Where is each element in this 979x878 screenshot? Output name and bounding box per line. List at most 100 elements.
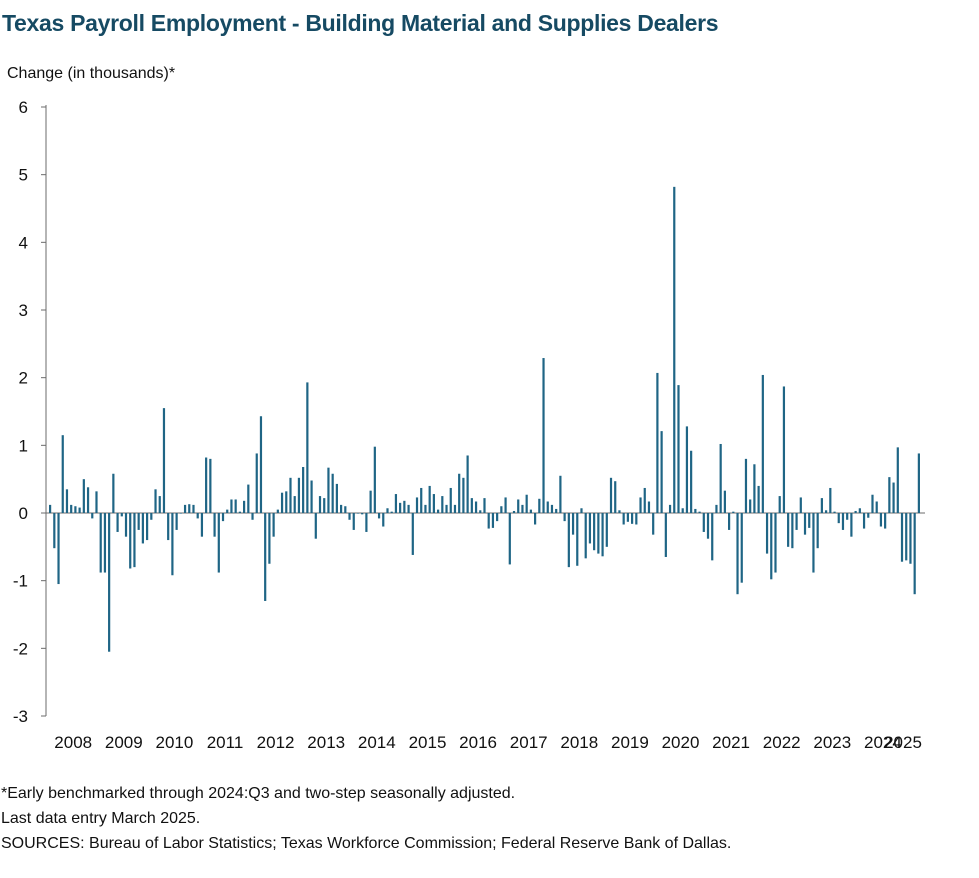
bar (529, 509, 532, 513)
x-tick-label: 2018 (560, 733, 598, 752)
bar (761, 374, 764, 513)
x-tick-label: 2009 (105, 733, 143, 752)
bar (765, 513, 769, 554)
bar (238, 511, 241, 513)
bar (884, 513, 887, 529)
bar (685, 426, 689, 513)
bar (723, 490, 726, 513)
bar (740, 513, 743, 583)
bar (183, 504, 187, 513)
bar (732, 511, 735, 513)
x-tick-label: 2021 (712, 733, 750, 752)
bar (103, 513, 107, 573)
bar (660, 431, 663, 513)
bar (698, 511, 701, 513)
bar (344, 506, 347, 513)
bar (373, 446, 376, 513)
bar (61, 435, 64, 513)
bar (310, 480, 313, 513)
bar (82, 479, 85, 513)
bar (331, 473, 334, 513)
x-tick-label: 2014 (358, 733, 396, 752)
bar (728, 513, 731, 530)
bar (888, 477, 891, 513)
bar (458, 473, 461, 513)
bar (116, 513, 119, 532)
bar (588, 513, 592, 544)
bar (850, 513, 853, 537)
bar (205, 457, 208, 513)
bar (791, 513, 794, 549)
bar (538, 498, 541, 513)
bar (829, 487, 832, 513)
bar (854, 510, 857, 513)
bar (643, 487, 646, 513)
bar (196, 513, 199, 519)
bar (656, 372, 659, 513)
bar (407, 504, 410, 513)
y-tick-label: 0 (19, 504, 28, 523)
y-tick-label: 4 (19, 233, 28, 252)
bar (559, 475, 562, 513)
bar (390, 511, 393, 513)
bar (230, 499, 233, 513)
bar (711, 513, 714, 561)
bar (715, 504, 718, 513)
bar (466, 455, 469, 513)
bar (778, 496, 781, 513)
bar (365, 513, 368, 532)
bar (605, 513, 608, 547)
bar (500, 506, 503, 513)
y-tick-label: 2 (19, 369, 28, 388)
bar (521, 504, 524, 513)
bar (209, 458, 212, 513)
bar (133, 513, 136, 568)
bar (753, 464, 756, 513)
bar (905, 513, 908, 561)
bar (259, 416, 263, 513)
bar (112, 473, 115, 513)
bar (833, 511, 836, 513)
bar (221, 513, 225, 522)
bar (504, 497, 507, 513)
bar (622, 513, 625, 525)
bar (702, 513, 705, 532)
bar (327, 467, 330, 513)
y-axis-label: Change (in thousands)* (7, 65, 176, 82)
bar (664, 513, 667, 557)
bar (584, 513, 587, 559)
x-tick-label: 2011 (207, 733, 244, 752)
bar (546, 501, 549, 513)
bar (403, 500, 406, 513)
bar (297, 477, 301, 513)
bar (428, 485, 431, 513)
bar (846, 513, 849, 520)
bar (86, 487, 90, 513)
bar (188, 504, 191, 513)
bar (453, 504, 457, 513)
bar (124, 513, 128, 537)
y-tick-label: -3 (13, 707, 28, 726)
bar (862, 513, 866, 529)
bar (323, 498, 326, 513)
x-tick-label: 2012 (257, 733, 295, 752)
bar (694, 508, 697, 513)
bar (255, 453, 258, 513)
bar (57, 513, 60, 585)
bar (542, 358, 545, 513)
bar (158, 496, 161, 513)
y-tick-label: -1 (13, 572, 28, 591)
axes (41, 105, 925, 717)
bar (576, 513, 579, 566)
bar (879, 513, 883, 527)
bar (74, 506, 77, 513)
bar (820, 498, 823, 513)
x-tick-label: 2008 (54, 733, 92, 752)
bar (99, 513, 102, 573)
bar (340, 504, 343, 513)
bar (276, 509, 279, 513)
bar (386, 508, 389, 513)
bar (335, 483, 338, 513)
bar (474, 501, 478, 513)
x-tick-label: 2020 (662, 733, 700, 752)
